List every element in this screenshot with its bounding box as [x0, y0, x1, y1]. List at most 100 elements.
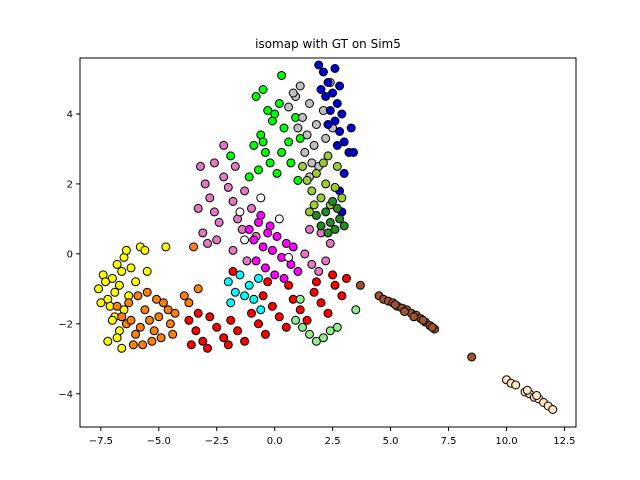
data-point: [302, 315, 312, 325]
data-point: [184, 298, 194, 308]
data-point: [351, 305, 361, 315]
data-point: [330, 224, 340, 234]
data-point: [203, 238, 212, 248]
data-point: [316, 193, 326, 203]
data-point: [140, 245, 150, 255]
data-point: [270, 109, 280, 119]
data-point: [265, 158, 275, 168]
data-point: [228, 196, 238, 206]
data-point: [325, 326, 335, 336]
data-point: [131, 329, 141, 339]
data-point: [156, 333, 166, 343]
data-point: [126, 263, 136, 273]
data-point: [311, 210, 321, 220]
data-point: [300, 147, 310, 157]
data-point: [205, 193, 215, 203]
x-tick-label: −5.0: [147, 436, 171, 447]
data-point: [101, 277, 110, 287]
data-point: [242, 256, 252, 266]
data-point: [349, 147, 358, 157]
data-point: [321, 179, 331, 189]
data-point: [281, 322, 291, 332]
data-point: [223, 340, 233, 350]
data-point: [307, 259, 317, 269]
data-point: [163, 305, 173, 315]
data-point: [302, 175, 312, 185]
data-point: [284, 252, 294, 262]
data-point: [251, 92, 261, 101]
data-point: [330, 280, 340, 290]
data-point: [249, 235, 259, 245]
data-point: [147, 336, 157, 346]
data-point: [219, 333, 229, 343]
data-point: [186, 340, 196, 350]
data-point: [165, 319, 175, 329]
data-point: [277, 71, 287, 80]
x-tick-label: 7.5: [441, 436, 457, 447]
data-point: [342, 273, 351, 283]
data-point: [532, 391, 542, 400]
data-point: [205, 312, 215, 322]
data-point: [131, 277, 141, 287]
data-point: [305, 207, 314, 217]
data-point: [212, 322, 222, 332]
data-point: [298, 322, 307, 332]
data-point: [337, 193, 347, 203]
x-tick-label: 5.0: [383, 436, 399, 447]
data-point: [305, 329, 314, 339]
data-point: [168, 329, 178, 339]
data-point: [298, 161, 307, 171]
y-tick-label: 4: [67, 109, 73, 120]
data-point: [323, 120, 333, 129]
data-point: [149, 326, 159, 336]
data-point: [112, 259, 122, 269]
data-point: [235, 207, 245, 217]
y-tick-label: 0: [67, 249, 73, 260]
data-point: [256, 193, 266, 203]
data-point: [400, 307, 409, 317]
data-point: [325, 238, 335, 248]
data-point: [314, 266, 324, 276]
data-point: [309, 200, 319, 210]
data-point: [193, 203, 203, 213]
data-point: [295, 305, 305, 315]
data-point: [121, 245, 131, 255]
data-point: [293, 123, 303, 133]
data-point: [260, 147, 270, 157]
x-tick-label: 0.0: [267, 436, 283, 447]
data-point: [138, 340, 148, 350]
data-point: [284, 280, 294, 290]
x-tick-label: −2.5: [205, 436, 229, 447]
data-point: [337, 109, 347, 119]
data-point: [307, 186, 317, 196]
data-point: [191, 326, 201, 336]
data-point: [316, 85, 326, 94]
data-point: [316, 221, 326, 231]
data-point: [335, 214, 345, 224]
data-point: [142, 266, 152, 276]
data-point: [112, 333, 122, 343]
data-point: [330, 116, 340, 126]
data-point: [140, 305, 150, 315]
data-point: [311, 120, 321, 129]
data-point: [254, 319, 263, 329]
data-point: [274, 312, 284, 322]
data-point: [427, 322, 437, 332]
data-point: [209, 207, 219, 217]
data-point: [110, 287, 120, 297]
data-point: [511, 380, 521, 390]
data-point: [325, 106, 335, 115]
data-point: [270, 270, 280, 280]
data-point: [330, 64, 340, 73]
data-point: [94, 284, 103, 294]
x-tick-label: −7.5: [89, 436, 113, 447]
data-point: [284, 102, 294, 112]
data-point: [305, 99, 314, 108]
data-point: [318, 67, 328, 77]
data-point: [325, 217, 335, 227]
x-tick-label: 2.5: [325, 436, 341, 447]
data-point: [219, 172, 229, 182]
x-tick-label: 12.5: [553, 436, 575, 447]
data-point: [230, 287, 240, 297]
data-point: [323, 78, 333, 87]
